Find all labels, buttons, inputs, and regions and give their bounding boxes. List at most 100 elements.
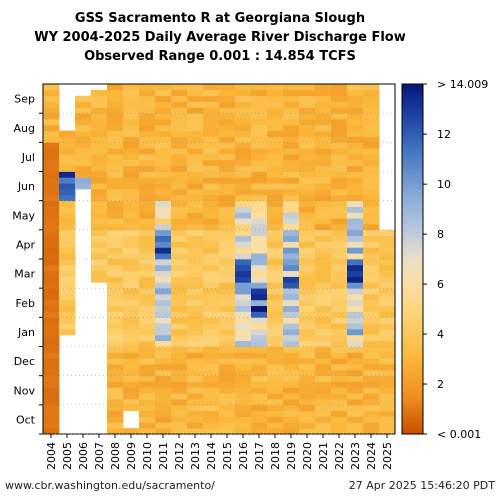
colorbar-segment: [402, 89, 423, 94]
year-label: 2018: [269, 442, 282, 470]
source-url[interactable]: www.cbr.washington.edu/sacramento/: [5, 479, 215, 492]
heatmap-cell: [299, 294, 316, 301]
heatmap-cell: [235, 177, 252, 184]
heatmap-cell: [219, 107, 236, 114]
colorbar-segment: [402, 191, 423, 196]
heatmap-cell: [155, 165, 172, 172]
heatmap-cell: [331, 212, 348, 219]
heatmap-cell: [267, 264, 284, 272]
chart-title-line-3: Observed Range 0.001 : 14.854 TCFS: [84, 49, 356, 64]
colorbar-segment: [402, 331, 423, 336]
heatmap-cell: [363, 329, 380, 336]
heatmap-cell: [219, 410, 236, 417]
heatmap-cell: [123, 299, 140, 307]
heatmap-cell: [315, 107, 332, 114]
heatmap-cell: [251, 241, 268, 248]
heatmap-cell: [107, 299, 124, 307]
month-label: Sep: [14, 93, 35, 106]
colorbar-tick-label: 8: [437, 228, 444, 241]
heatmap-cell: [123, 95, 140, 102]
heatmap-cell: [315, 369, 332, 377]
heatmap-cell: [267, 119, 284, 126]
colorbar-frame: [401, 83, 424, 435]
heatmap-cell: [251, 369, 268, 377]
heatmap-cell: [347, 294, 364, 301]
heatmap-cell: [363, 399, 380, 406]
heatmap-cell: [347, 95, 364, 102]
heatmap-cell: [283, 299, 300, 307]
heatmap-cell: [267, 305, 284, 312]
heatmap-cell: [187, 311, 204, 318]
heatmap-cell: [91, 113, 108, 120]
heatmap-cell: [187, 142, 204, 149]
heatmap-cell: [347, 317, 364, 324]
heatmap-cell: [299, 177, 316, 184]
heatmap-cell: [283, 171, 300, 178]
heatmap-cell: [219, 305, 236, 312]
colorbar: < 0.001 2 4 6 8 10 12 > 14.009: [401, 78, 488, 441]
heatmap-cell: [91, 235, 108, 242]
heatmap-cell: [251, 229, 268, 237]
heatmap-cell: [203, 317, 220, 324]
heatmap-cell: [203, 101, 220, 108]
heatmap-cell: [363, 154, 380, 161]
heatmap-cell: [347, 352, 364, 359]
heatmap-cell: [155, 124, 172, 132]
heatmap-cell: [107, 393, 124, 400]
heatmap-cell: [123, 334, 140, 342]
heatmap-cell: [299, 299, 316, 307]
heatmap-cell: [347, 189, 364, 196]
heatmap-cell: [155, 107, 172, 114]
heatmap-cell: [363, 282, 380, 289]
heatmap-cell: [139, 323, 156, 330]
heatmap-cell: [235, 159, 252, 167]
heatmap-cell: [267, 340, 284, 347]
heatmap-cell: [107, 294, 124, 301]
heatmap-cell: [347, 218, 364, 225]
heatmap-cell: [139, 194, 156, 202]
heatmap-cell: [171, 369, 188, 377]
heatmap-cell: [171, 189, 188, 196]
heatmap-cell: [107, 200, 124, 207]
heatmap-cell: [203, 264, 220, 272]
heatmap-cell: [219, 340, 236, 347]
heatmap-cell: [107, 142, 124, 149]
heatmap-cell: [235, 194, 252, 202]
heatmap-cell: [315, 101, 332, 108]
heatmap-cell: [187, 387, 204, 394]
year-label: 2011: [157, 442, 170, 470]
heatmap-cell: [43, 136, 60, 143]
heatmap-cell: [347, 311, 364, 318]
heatmap-cell: [107, 189, 124, 196]
heatmap-cell: [219, 177, 236, 184]
heatmap-cell: [379, 253, 396, 260]
heatmap-cell: [219, 369, 236, 377]
heatmap-cell: [363, 113, 380, 120]
heatmap-cell: [155, 194, 172, 202]
heatmap-cell: [139, 317, 156, 324]
year-label: 2016: [237, 442, 250, 470]
heatmap-cell: [91, 89, 108, 97]
colorbar-segment: [402, 334, 423, 339]
heatmap-cell: [59, 183, 76, 190]
heatmap-cell: [219, 428, 236, 435]
heatmap-cell: [187, 282, 204, 289]
heatmap-cell: [123, 305, 140, 312]
colorbar-segment: [402, 168, 423, 172]
heatmap-cell: [187, 229, 204, 237]
heatmap-cell: [347, 119, 364, 126]
heatmap-cell: [43, 235, 60, 242]
heatmap-cell: [299, 264, 316, 272]
colorbar-segment: [402, 273, 423, 277]
colorbar-segment: [402, 162, 423, 167]
heatmap-cell: [315, 422, 332, 429]
heatmap-cell: [299, 124, 316, 132]
heatmap-cell: [203, 171, 220, 178]
month-label: Nov: [14, 384, 36, 397]
heatmap-cell: [171, 241, 188, 248]
heatmap-cell: [187, 194, 204, 202]
heatmap-cell: [235, 107, 252, 114]
heatmap-cell: [91, 253, 108, 260]
heatmap-cell: [59, 154, 76, 161]
heatmap-cell: [235, 288, 252, 295]
